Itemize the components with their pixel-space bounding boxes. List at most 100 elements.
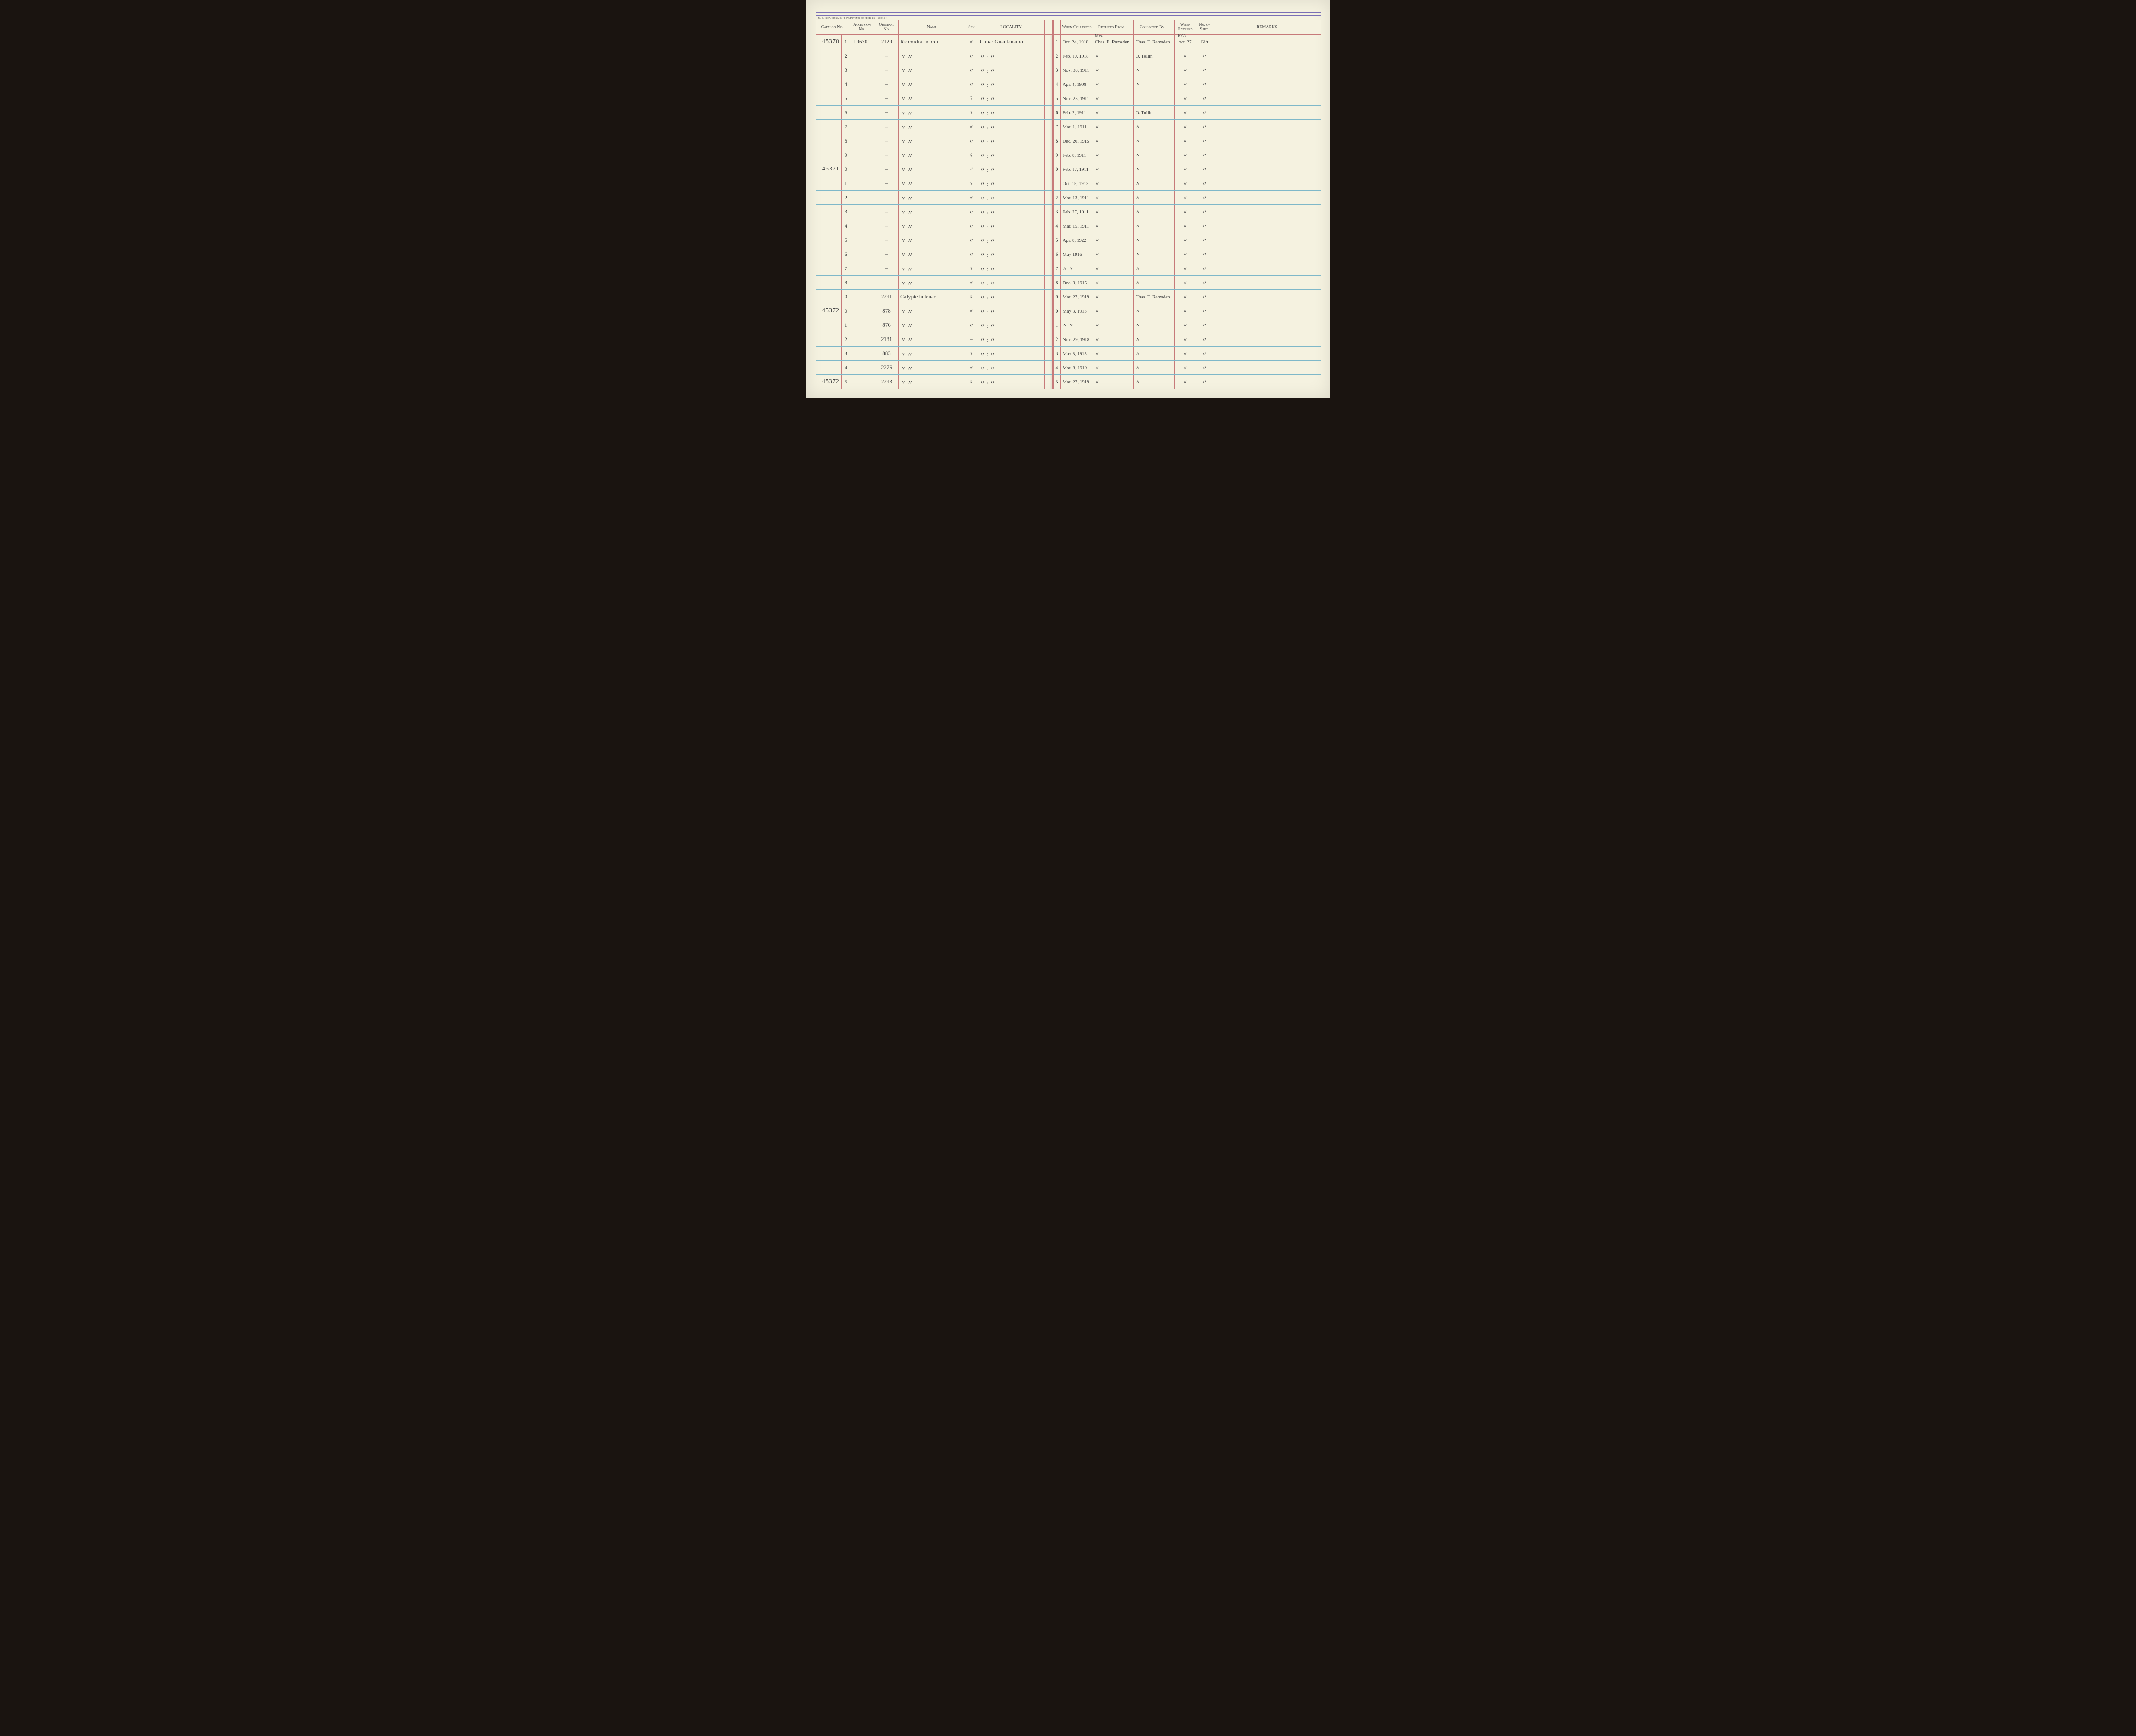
cell-received-from: 〃 [1093, 247, 1134, 261]
ledger-table-wrap: Catalog No. Accession No. Original No. N… [816, 20, 1321, 389]
name-text: 〃 〃 [900, 138, 913, 145]
cell-original: – [875, 247, 899, 261]
cell-collected-by: 〃 [1134, 134, 1175, 148]
cell-when-collected: Nov. 29, 1918 [1061, 332, 1093, 347]
cell-when-entered: 〃 [1175, 219, 1196, 233]
cell-when-collected: Mar. 13, 1911 [1061, 191, 1093, 205]
cell-when-collected: Dec. 20, 1915 [1061, 134, 1093, 148]
cell-sex: ♀ [965, 290, 978, 304]
cell-received-from: 〃 [1093, 176, 1134, 191]
cell-sex: ♀ [965, 375, 978, 389]
cell-locality: 〃 : 〃 [978, 77, 1045, 91]
collected-by-text: Chas. T. Ramsden [1136, 40, 1170, 45]
received-from-text: 〃 [1095, 181, 1100, 186]
col-when-entered: When Entered [1175, 20, 1196, 35]
collected-by-text: 〃 [1136, 238, 1140, 243]
cell-line-no-right: 0 [1053, 304, 1061, 318]
cell-collected-by: 〃 [1134, 162, 1175, 176]
cell-gutter [1045, 332, 1053, 347]
no-of-spec-text: 〃 [1202, 139, 1207, 144]
ledger-thead: Catalog No. Accession No. Original No. N… [816, 20, 1321, 35]
when-collected-text: Mar. 27, 1919 [1063, 380, 1089, 385]
name-text: 〃 〃 [900, 223, 913, 230]
when-collected-text: Apr. 4, 1908 [1063, 82, 1086, 87]
sex-text: ♂ [969, 364, 974, 371]
cell-collected-by: 〃 [1134, 219, 1175, 233]
cell-no-of-spec: 〃 [1196, 134, 1213, 148]
cell-locality: 〃 : 〃 [978, 375, 1045, 389]
no-of-spec-text: 〃 [1202, 280, 1207, 286]
cell-received-from: 〃 [1093, 205, 1134, 219]
accession-text: 196701 [854, 38, 870, 45]
sex-text: 〃 [969, 82, 974, 88]
cell-gutter [1045, 361, 1053, 375]
cell-sex: 〃 [965, 134, 978, 148]
cell-original: – [875, 148, 899, 162]
cell-remarks [1213, 35, 1321, 49]
cell-when-entered: 〃 [1175, 106, 1196, 120]
cell-name: 〃 〃 [899, 375, 965, 389]
cell-line-no-left: 4 [842, 361, 849, 375]
name-text: 〃 〃 [900, 280, 913, 286]
received-from-text: 〃 [1095, 82, 1100, 87]
original-text: – [885, 251, 888, 257]
original-text: – [885, 81, 888, 87]
cell-remarks [1213, 233, 1321, 247]
sex-text: ♂ [969, 194, 974, 201]
cell-received-from: 〃 [1093, 49, 1134, 63]
ledger-row: 42276〃 〃♂〃 : 〃4Mar. 8, 1919〃〃〃〃 [816, 361, 1321, 375]
no-of-spec-text: 〃 [1202, 266, 1207, 271]
cell-when-collected: Mar. 27, 1919 [1061, 375, 1093, 389]
received-from-text: 〃 [1095, 153, 1100, 158]
locality-text: 〃 : 〃 [980, 67, 995, 74]
when-collected-text: Mar. 15, 1911 [1063, 224, 1089, 229]
sex-text: ♂ [969, 166, 974, 172]
when-collected-text: Dec. 3, 1915 [1063, 280, 1087, 286]
cell-line-no-left: 0 [842, 162, 849, 176]
cell-remarks [1213, 219, 1321, 233]
cell-no-of-spec: 〃 [1196, 205, 1213, 219]
cell-line-no-right: 3 [1053, 205, 1061, 219]
when-entered-text: 〃 [1183, 110, 1188, 116]
cell-collected-by: — [1134, 91, 1175, 106]
locality-text: 〃 : 〃 [980, 351, 995, 357]
cell-locality: 〃 : 〃 [978, 261, 1045, 276]
cell-locality: 〃 : 〃 [978, 205, 1045, 219]
when-collected-text: Oct. 24, 1918 [1063, 40, 1088, 45]
cell-gutter [1045, 77, 1053, 91]
cell-catalog-prefix [816, 176, 842, 191]
cell-remarks [1213, 361, 1321, 375]
cell-line-no-right: 0 [1053, 162, 1061, 176]
cell-name: 〃 〃 [899, 261, 965, 276]
cell-name: 〃 〃 [899, 332, 965, 347]
no-of-spec-text: 〃 [1202, 210, 1207, 215]
when-collected-text: Feb. 10, 1918 [1063, 54, 1089, 59]
cell-locality: 〃 : 〃 [978, 347, 1045, 361]
cell-line-no-right: 4 [1053, 219, 1061, 233]
when-entered-text: 〃 [1183, 224, 1188, 229]
cell-catalog-prefix: 45372 [816, 304, 842, 318]
cell-when-entered: 〃 [1175, 134, 1196, 148]
cell-line-no-left: 2 [842, 49, 849, 63]
name-text: 〃 〃 [900, 152, 913, 159]
col-catalog-no: Catalog No. [816, 20, 849, 35]
cell-received-from: 〃 [1093, 120, 1134, 134]
locality-text: 〃 : 〃 [980, 138, 995, 145]
received-from-text: 〃 [1095, 351, 1100, 356]
cell-no-of-spec: 〃 [1196, 304, 1213, 318]
cell-remarks [1213, 91, 1321, 106]
sex-text: ♀ [969, 180, 974, 186]
ledger-spread: U. S. GOVERNMENT PRINTING OFFICE 16—6091… [806, 0, 1330, 398]
collected-by-text: 〃 [1136, 365, 1140, 371]
cell-gutter [1045, 63, 1053, 77]
cell-original: – [875, 276, 899, 290]
cell-line-no-right: 3 [1053, 63, 1061, 77]
locality-text: 〃 : 〃 [980, 294, 995, 301]
collected-by-text: — [1136, 96, 1140, 101]
no-of-spec-text: 〃 [1202, 337, 1207, 342]
original-text: 2291 [881, 293, 892, 300]
original-text: – [885, 222, 888, 229]
cell-name: 〃 〃 [899, 120, 965, 134]
when-collected-text: Dec. 20, 1915 [1063, 139, 1089, 144]
cell-remarks [1213, 205, 1321, 219]
